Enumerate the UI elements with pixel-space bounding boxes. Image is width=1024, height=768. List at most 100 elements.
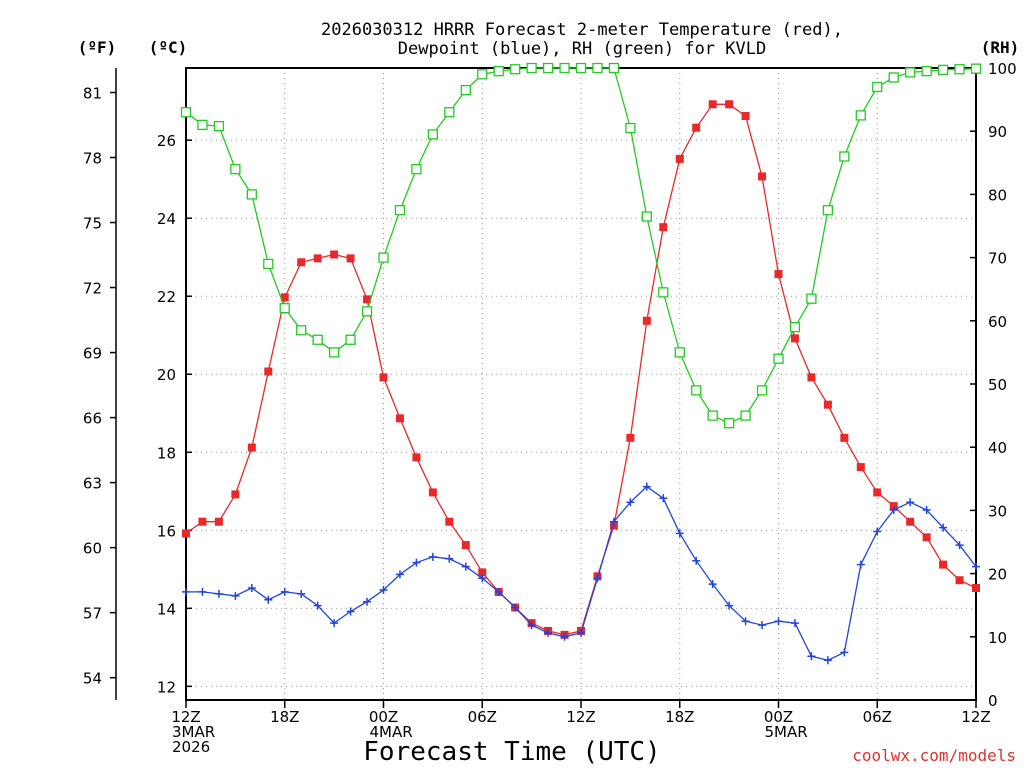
rh-point: [954, 64, 965, 75]
temperature-point: [873, 488, 882, 497]
temperature-point: [922, 533, 931, 542]
rh-point: [394, 205, 406, 216]
celsius-tick-label: 22: [157, 288, 176, 306]
rh-point: [361, 306, 373, 317]
rh-tick-label: 50: [988, 376, 1007, 394]
temperature-point: [395, 414, 404, 423]
rh-point: [888, 72, 899, 83]
rh-point: [246, 189, 257, 200]
rh-tick-label: 100: [988, 60, 1017, 78]
rh-point: [789, 321, 801, 333]
dewpoint-point: [955, 541, 964, 550]
temperature-point: [955, 576, 964, 585]
fahrenheit-unit-label: (ºF): [78, 38, 117, 57]
temperature-point: [198, 517, 207, 526]
temperature-point: [428, 488, 437, 497]
dewpoint-point: [807, 652, 816, 661]
rh-tick-label: 80: [988, 186, 1007, 204]
dewpoint-point: [626, 498, 635, 507]
rh-line: [185, 67, 977, 424]
dewpoint-point: [363, 597, 372, 606]
time-tick-label: 12Z: [171, 708, 200, 726]
dewpoint-point: [889, 506, 898, 515]
dewpoint-point: [198, 587, 207, 596]
dewpoint-point: [346, 607, 355, 616]
dewpoint-point: [412, 558, 421, 567]
rh-point: [773, 353, 784, 364]
dewpoint-point: [922, 506, 931, 515]
dewpoint-point: [280, 587, 289, 596]
time-tick-label: 00Z: [369, 708, 398, 726]
dewpoint-point: [840, 648, 849, 657]
rh-tick-label: 20: [988, 566, 1007, 584]
rh-tick-label: 90: [988, 123, 1007, 141]
dewpoint-point: [758, 621, 767, 630]
temperature-point: [379, 373, 388, 382]
rh-tick-label: 10: [988, 629, 1007, 647]
celsius-tick-label: 16: [157, 522, 176, 540]
time-tick-label: 18Z: [270, 708, 299, 726]
dewpoint-point: [182, 587, 190, 596]
temperature-point: [708, 100, 717, 109]
dewpoint-point: [659, 494, 668, 503]
time-tick-label: 06Z: [863, 708, 892, 726]
dewpoint-point: [577, 628, 585, 637]
rh-unit-label: (RH): [981, 38, 1020, 57]
rh-point: [970, 63, 982, 74]
title-line-2: Dewpoint (blue), RH (green) for KVLD: [398, 39, 766, 59]
temperature-point: [642, 316, 651, 325]
time-tick-label: 3MAR: [172, 723, 215, 741]
temperature-point: [856, 463, 865, 472]
rh-tick-label: 70: [988, 250, 1007, 268]
temperature-point: [182, 529, 190, 538]
fahrenheit-tick-label: 69: [83, 345, 102, 363]
rh-axis: 0 10 20 30 40 50 60 70 80 90 100: [970, 60, 1017, 710]
dewpoint-point: [395, 570, 404, 579]
time-tick-label: 00Z: [764, 708, 793, 726]
rh-point: [510, 64, 521, 75]
temperature-point: [790, 334, 799, 343]
celsius-tick-label: 14: [157, 600, 176, 618]
rh-point: [723, 418, 735, 429]
rh-point: [477, 69, 488, 80]
dewpoint-point: [906, 498, 915, 507]
rh-point: [312, 334, 323, 345]
gridlines: [186, 68, 976, 700]
time-tick-label: 18Z: [665, 708, 694, 726]
celsius-tick-label: 18: [157, 444, 176, 462]
temperature-point: [330, 250, 339, 259]
celsius-tick-label: 20: [157, 366, 176, 384]
rh-point: [345, 334, 356, 345]
rh-point: [740, 410, 751, 421]
temperature-point: [280, 293, 289, 302]
fahrenheit-tick-label: 78: [83, 150, 102, 168]
data-series: [182, 62, 982, 665]
rh-point: [674, 347, 685, 358]
rh-point: [378, 252, 389, 263]
dewpoint-point: [527, 621, 536, 630]
rh-point: [526, 62, 537, 74]
rh-point: [411, 163, 422, 175]
temperature-point: [478, 568, 487, 577]
rh-point: [839, 151, 850, 162]
time-tick-label: 12Z: [961, 708, 990, 726]
dewpoint-point: [972, 562, 980, 571]
rh-point: [213, 120, 225, 132]
dewpoint-point: [873, 527, 882, 536]
dewpoint-point: [609, 517, 618, 526]
dewpoint-point: [675, 529, 684, 538]
fahrenheit-tick-label: 63: [83, 475, 102, 493]
celsius-axis: 12 14 16 18 20 22 24 26: [157, 132, 192, 696]
rh-point: [756, 385, 768, 396]
rh-point: [707, 410, 718, 421]
time-tick-label: 5MAR: [765, 723, 808, 741]
rh-point: [460, 84, 471, 96]
temperature-point: [939, 560, 948, 569]
rh-point: [263, 258, 274, 270]
dewpoint-point: [231, 591, 240, 600]
temperature-point: [972, 584, 980, 593]
temperature-point: [247, 443, 256, 452]
rh-tick-label: 40: [988, 439, 1007, 457]
temperature-point: [774, 269, 783, 278]
